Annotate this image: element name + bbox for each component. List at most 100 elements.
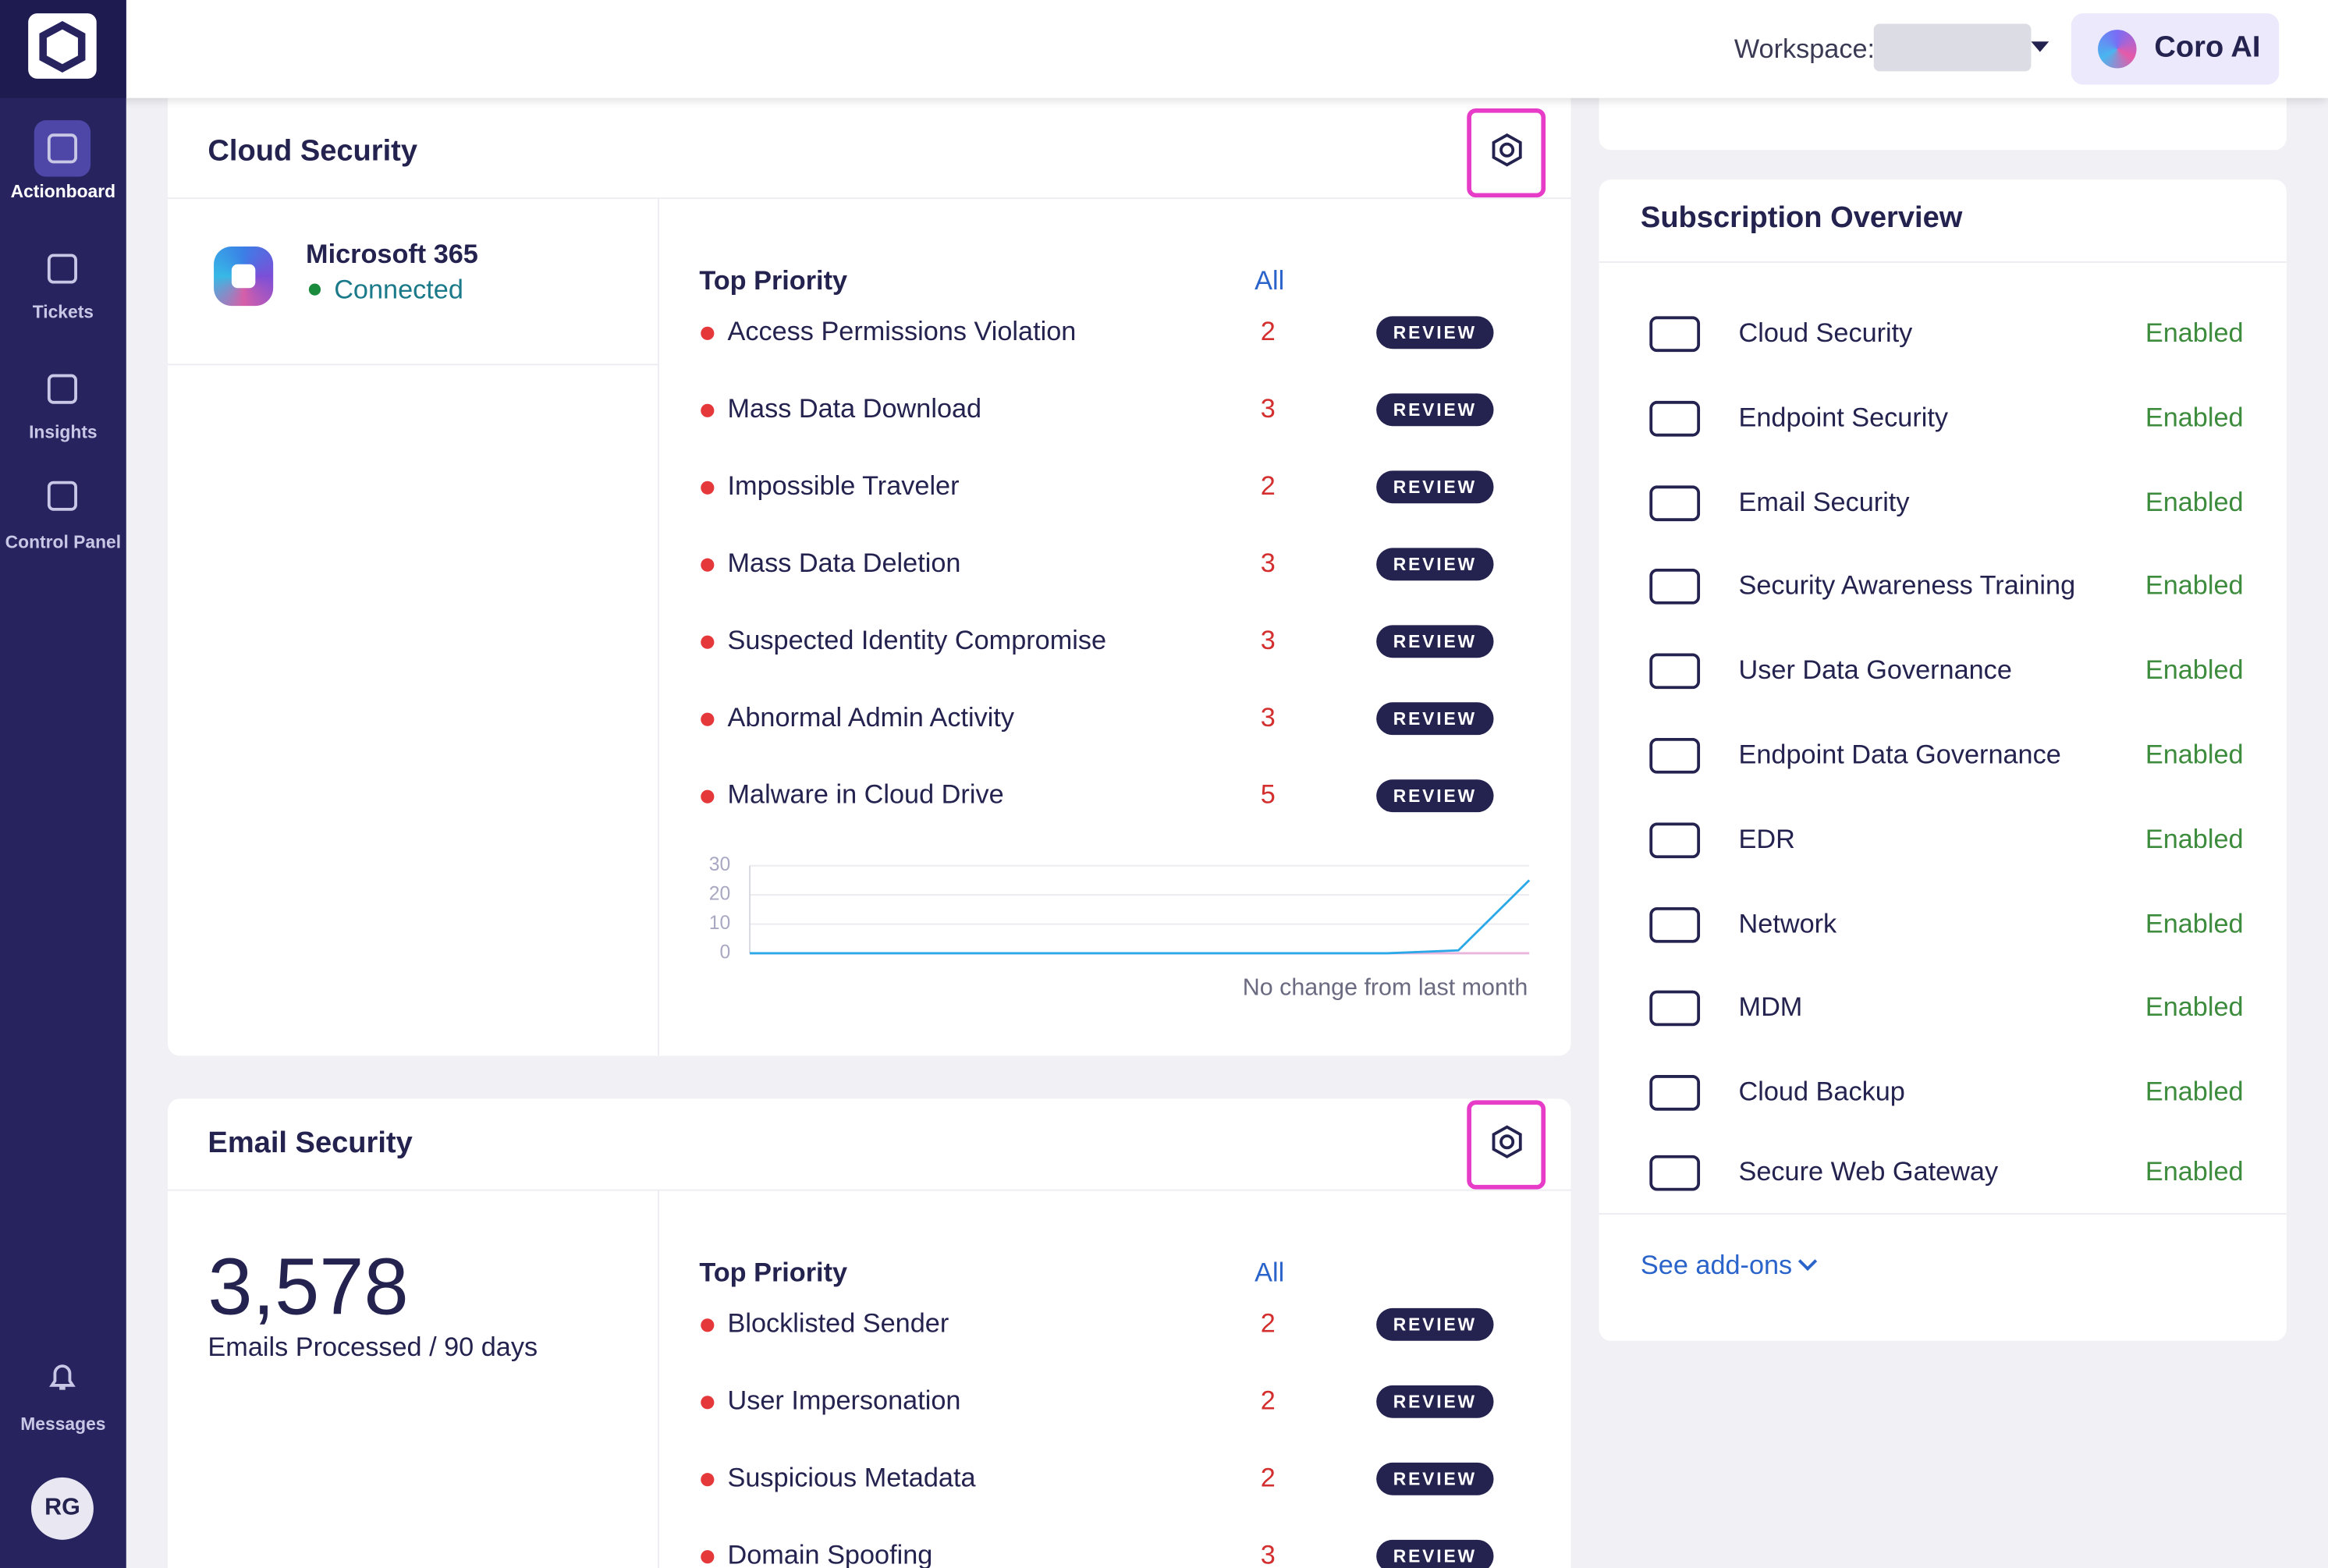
divider	[1599, 261, 2287, 263]
product-icon	[1645, 646, 1705, 697]
product-icon	[1645, 393, 1705, 444]
product-icon	[1645, 1148, 1705, 1198]
product-icon	[1645, 562, 1705, 612]
nav-item[interactable]: Actionboard	[10, 181, 116, 202]
status-text: Connected	[334, 275, 463, 305]
priority-dot	[701, 1318, 715, 1332]
nav-item[interactable]: Insights	[29, 421, 98, 443]
nav-item[interactable]: Tickets	[32, 301, 94, 323]
workspace-label: Workspace:	[1734, 34, 1876, 64]
icon-shape	[47, 374, 77, 404]
all-link[interactable]: All	[1254, 265, 1285, 296]
priority-name: Domain Spoofing	[727, 1539, 933, 1568]
review-button[interactable]: REVIEW	[1376, 393, 1494, 427]
priority-dot	[701, 1473, 715, 1487]
priority-count: 3	[1260, 625, 1276, 655]
product-name: Cloud Backup	[1738, 1077, 1905, 1107]
review-button[interactable]: REVIEW	[1376, 1539, 1494, 1568]
review-button[interactable]: REVIEW	[1376, 625, 1494, 658]
product-status: Enabled	[2145, 739, 2244, 769]
priority-dot	[701, 1396, 715, 1410]
priority-dot	[701, 403, 715, 417]
dropdown-caret	[2031, 41, 2049, 52]
divider	[658, 199, 659, 1056]
product-name: MDM	[1738, 992, 1803, 1023]
review-button[interactable]: REVIEW	[1376, 316, 1494, 349]
logo-icon	[28, 13, 97, 79]
product-icon	[1645, 899, 1705, 950]
priority-count: 2	[1260, 1462, 1276, 1492]
product-status: Enabled	[2145, 992, 2244, 1023]
ai-icon	[2098, 30, 2137, 69]
priority-name: Impossible Traveler	[727, 470, 960, 501]
all-link[interactable]: All	[1254, 1258, 1285, 1288]
see-addons-link[interactable]: See add-ons	[1640, 1250, 1793, 1280]
divider	[168, 197, 1571, 200]
ai-button[interactable]: Coro AI	[2071, 13, 2280, 85]
product-status: Enabled	[2145, 318, 2244, 348]
product-icon	[1645, 730, 1705, 781]
section-label: Top Priority	[699, 265, 848, 296]
bell-icon	[46, 1359, 79, 1395]
subscription-card	[1599, 179, 2287, 1341]
email-card	[168, 1098, 1571, 1568]
review-button[interactable]: REVIEW	[1376, 1307, 1494, 1341]
workspace-select[interactable]	[1873, 23, 2032, 72]
nav-icon	[47, 133, 77, 164]
app-name: Microsoft 365	[306, 239, 478, 269]
product-status: Enabled	[2145, 1077, 2244, 1107]
priority-count: 2	[1260, 1385, 1276, 1415]
product-name: Email Security	[1738, 486, 1910, 516]
divider	[658, 1190, 659, 1568]
priority-count: 3	[1260, 548, 1276, 578]
priority-name: Suspected Identity Compromise	[727, 625, 1107, 655]
product-status: Enabled	[2145, 824, 2244, 854]
big-number-label: Emails Processed / 90 days	[208, 1332, 538, 1362]
priority-dot	[701, 1550, 715, 1564]
logo	[0, 0, 126, 98]
review-button[interactable]: REVIEW	[1376, 470, 1494, 504]
divider	[168, 1189, 1571, 1191]
product-icon	[1645, 309, 1705, 360]
product-status: Enabled	[2145, 402, 2244, 432]
gear-icon[interactable]	[1489, 132, 1525, 168]
product-name: Endpoint Security	[1738, 402, 1949, 432]
product-name: Endpoint Data Governance	[1738, 739, 2061, 769]
priority-name: User Impersonation	[727, 1385, 961, 1415]
product-name: Cloud Security	[1738, 318, 1913, 348]
product-status: Enabled	[2145, 486, 2244, 516]
nav-item[interactable]: Messages	[20, 1414, 106, 1435]
review-button[interactable]: REVIEW	[1376, 548, 1494, 581]
priority-count: 3	[1260, 1539, 1276, 1568]
y-tick-label: 20	[709, 884, 731, 905]
priority-count: 3	[1260, 393, 1276, 424]
product-icon	[1645, 984, 1705, 1034]
card-title: Subscription Overview	[1640, 201, 1963, 235]
product-status: Enabled	[2145, 570, 2244, 601]
product-status: Enabled	[2145, 908, 2244, 938]
divider	[1599, 1213, 2287, 1215]
priority-count: 3	[1260, 702, 1276, 733]
review-button[interactable]: REVIEW	[1376, 1462, 1494, 1495]
review-button[interactable]: REVIEW	[1376, 702, 1494, 736]
priority-name: Suspicious Metadata	[727, 1462, 976, 1492]
priority-count: 2	[1260, 1307, 1276, 1338]
nav-icon	[47, 254, 77, 284]
priority-dot	[701, 712, 715, 726]
product-name: Secure Web Gateway	[1738, 1156, 1999, 1187]
priority-count: 2	[1260, 470, 1276, 501]
priority-count: 5	[1260, 779, 1276, 810]
review-button[interactable]: REVIEW	[1376, 779, 1494, 813]
product-icon	[1645, 1068, 1705, 1119]
priority-dot	[701, 481, 715, 495]
priority-name: Access Permissions Violation	[727, 316, 1077, 346]
nav-item[interactable]: Control Panel	[5, 531, 122, 553]
gear-icon[interactable]	[1489, 1124, 1525, 1160]
review-button[interactable]: REVIEW	[1376, 1385, 1494, 1418]
trend-line	[750, 879, 1531, 955]
trend-chart: 0 10 20 30	[709, 854, 1531, 963]
priority-name: Mass Data Deletion	[727, 548, 961, 578]
y-tick-label: 30	[709, 854, 731, 875]
avatar[interactable]: RG	[30, 1477, 94, 1540]
